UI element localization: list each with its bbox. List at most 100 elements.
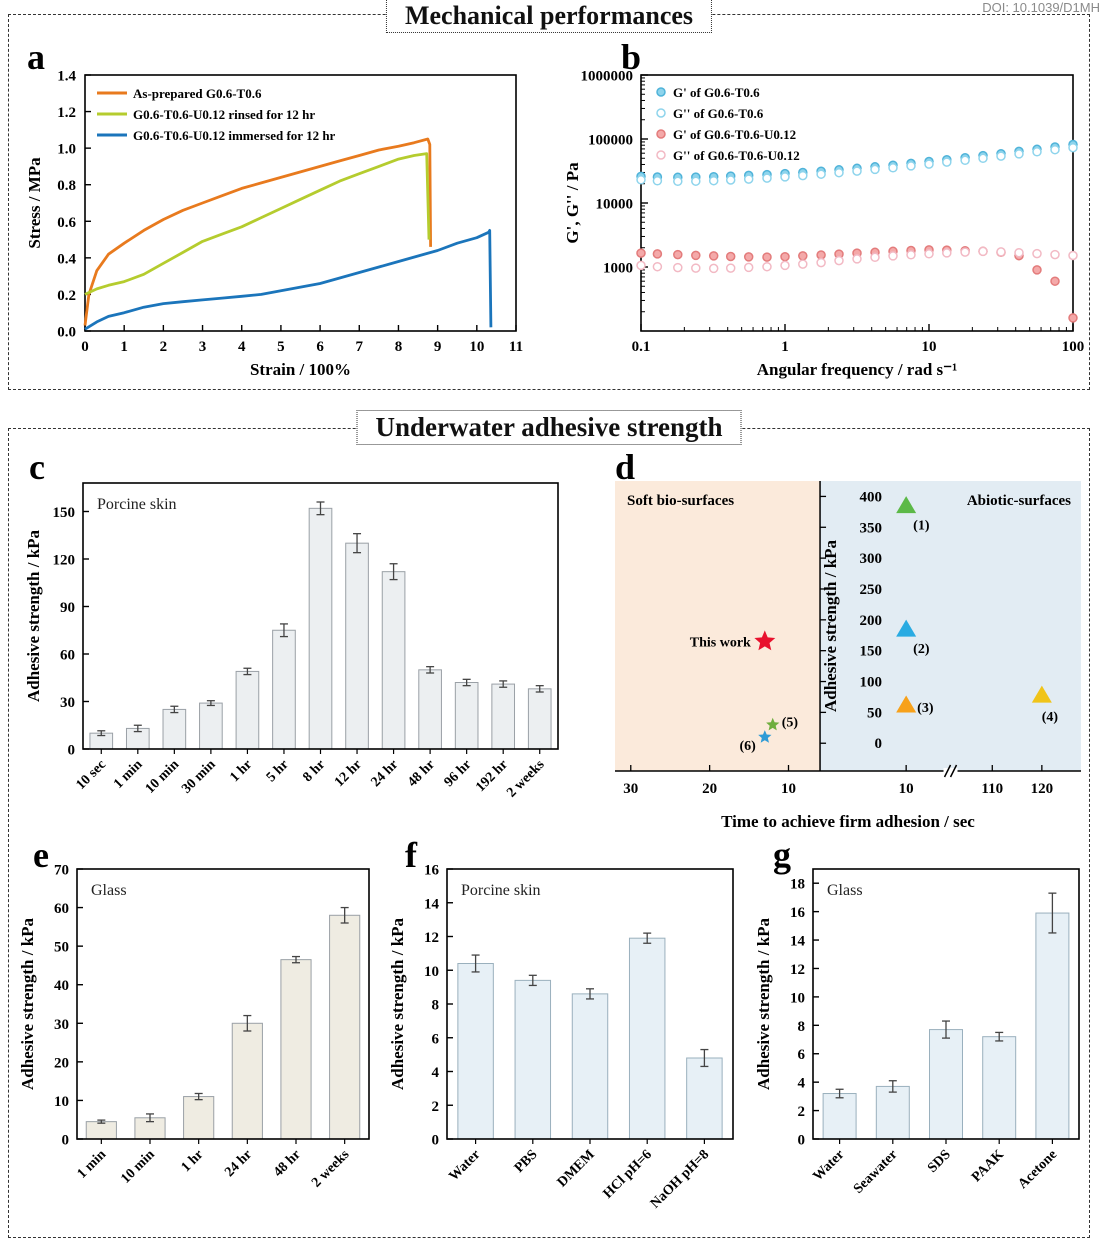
svg-text:1: 1 — [781, 339, 789, 355]
svg-text:0: 0 — [81, 339, 89, 355]
svg-text:Angular frequency / rad s⁻¹: Angular frequency / rad s⁻¹ — [757, 360, 957, 379]
svg-text:0.0: 0.0 — [57, 325, 76, 341]
svg-text:Acetone: Acetone — [1016, 1147, 1061, 1192]
svg-text:1 hr: 1 hr — [179, 1147, 207, 1175]
svg-text:1: 1 — [120, 339, 128, 355]
svg-text:10: 10 — [424, 964, 439, 980]
svg-text:10: 10 — [54, 1094, 69, 1110]
svg-text:100: 100 — [1062, 339, 1085, 355]
svg-text:(5): (5) — [782, 716, 799, 731]
svg-text:3: 3 — [199, 339, 207, 355]
svg-text:11: 11 — [509, 339, 523, 355]
svg-text:DMEM: DMEM — [555, 1147, 598, 1190]
chart-panel-b-rheology: 0.1 1 10 100 1000 10000 100000 1000000 Angular f… — [563, 69, 1085, 380]
panel-letter-e: e — [33, 835, 49, 875]
svg-text:24 hr: 24 hr — [222, 1147, 255, 1180]
svg-text:0.6: 0.6 — [57, 215, 76, 231]
svg-text:48 hr: 48 hr — [271, 1147, 304, 1180]
svg-text:Seawater: Seawater — [851, 1147, 901, 1197]
svg-text:PAAK: PAAK — [969, 1147, 1007, 1185]
svg-text:10: 10 — [790, 990, 805, 1006]
svg-text:10 min: 10 min — [143, 757, 183, 797]
svg-text:1.0: 1.0 — [57, 142, 76, 158]
panel-letter-f: f — [405, 835, 417, 875]
svg-text:(2): (2) — [913, 642, 930, 657]
svg-text:110: 110 — [981, 781, 1003, 797]
svg-text:16: 16 — [424, 863, 440, 879]
svg-text:G' of G0.6-T0.6: G' of G0.6-T0.6 — [673, 85, 760, 100]
svg-text:4: 4 — [798, 1076, 806, 1092]
svg-text:0.8: 0.8 — [57, 178, 76, 194]
svg-text:G0.6-T0.6-U0.12 rinsed for 12: G0.6-T0.6-U0.12 rinsed for 12 hr — [133, 107, 315, 122]
panel-letter-g: g — [773, 835, 791, 875]
svg-text:This work: This work — [690, 635, 751, 650]
section-title-underwater: Underwater adhesive strength — [356, 410, 742, 445]
svg-text:2: 2 — [798, 1104, 806, 1120]
svg-text:250: 250 — [860, 582, 883, 598]
section-mechanical-performances: Mechanical performances a 0 1 2 3 4 5 6 7 8 9 10 11… — [8, 0, 1090, 390]
svg-text:40: 40 — [54, 978, 69, 994]
svg-text:70: 70 — [54, 863, 69, 879]
svg-text:90: 90 — [60, 600, 75, 616]
section-title-mechanical: Mechanical performances — [385, 0, 713, 33]
svg-text:As-prepared G0.6-T0.6: As-prepared G0.6-T0.6 — [133, 86, 262, 101]
panel-letter-b: b — [621, 37, 642, 77]
svg-text:Adhesive strength / kPa: Adhesive strength / kPa — [821, 539, 840, 712]
panel-letter-a: a — [27, 37, 45, 77]
svg-text:Stress / MPa: Stress / MPa — [25, 157, 44, 249]
svg-text:24 hr: 24 hr — [369, 757, 402, 790]
svg-text:8 hr: 8 hr — [300, 757, 328, 785]
svg-text:4: 4 — [432, 1065, 440, 1081]
svg-text:150: 150 — [53, 505, 76, 521]
svg-text:G'' of G0.6-T0.6-U0.12: G'' of G0.6-T0.6-U0.12 — [673, 148, 800, 163]
svg-text:96 hr: 96 hr — [442, 757, 475, 790]
svg-text:G'' of G0.6-T0.6: G'' of G0.6-T0.6 — [673, 106, 764, 121]
svg-text:Water: Water — [446, 1147, 483, 1184]
svg-text:400: 400 — [860, 489, 883, 505]
svg-text:Porcine skin: Porcine skin — [461, 882, 541, 899]
svg-text:14: 14 — [424, 896, 440, 912]
svg-text:200: 200 — [860, 613, 883, 629]
svg-text:10 sec: 10 sec — [73, 757, 109, 793]
svg-text:10: 10 — [781, 781, 796, 797]
svg-text:G0.6-T0.6-U0.12 immersed for 1: G0.6-T0.6-U0.12 immersed for 12 hr — [133, 128, 336, 143]
svg-text:0.1: 0.1 — [632, 339, 651, 355]
svg-text:10: 10 — [899, 781, 914, 797]
svg-text:2: 2 — [160, 339, 168, 355]
svg-text:0: 0 — [875, 736, 883, 752]
svg-text:(3): (3) — [917, 701, 934, 716]
svg-text:0.2: 0.2 — [57, 288, 76, 304]
svg-text:48 hr: 48 hr — [405, 757, 438, 790]
svg-text:150: 150 — [860, 644, 883, 660]
svg-text:14: 14 — [790, 934, 806, 950]
svg-text:(1): (1) — [913, 519, 930, 534]
svg-text:8: 8 — [432, 998, 440, 1014]
svg-text:8: 8 — [395, 339, 403, 355]
svg-text:(4): (4) — [1042, 710, 1059, 725]
svg-text:50: 50 — [54, 940, 69, 956]
svg-text:100: 100 — [860, 675, 883, 691]
svg-text:10 min: 10 min — [118, 1147, 158, 1187]
panel-letter-d: d — [615, 447, 636, 487]
svg-text:1000000: 1000000 — [581, 69, 634, 85]
svg-text:(6): (6) — [740, 739, 757, 754]
svg-text:1 min: 1 min — [111, 757, 146, 792]
svg-text:6: 6 — [798, 1047, 806, 1063]
chart-panel-a-stress-strain: 0 1 2 3 4 5 6 7 8 9 10 11 0.0 0.2 0.4 0.6 0.8 1.0 1.2 1.4 St… — [25, 69, 523, 380]
svg-text:Abiotic-surfaces: Abiotic-surfaces — [967, 493, 1071, 509]
svg-text:HCl pH=6: HCl pH=6 — [601, 1147, 655, 1201]
svg-text:0: 0 — [798, 1133, 806, 1149]
svg-text:Adhesive strength / kPa: Adhesive strength / kPa — [24, 529, 43, 702]
svg-text:5 hr: 5 hr — [264, 757, 292, 785]
svg-text:10000: 10000 — [596, 197, 634, 213]
svg-text:30: 30 — [623, 781, 638, 797]
svg-text:12: 12 — [424, 930, 439, 946]
chart-panel-d-comparison-scatter: 0 50 100 150 200 250 300 350 400 Adhesive strengt… — [615, 481, 1081, 831]
section-underwater-adhesive-strength: Underwater adhesive strength c 10 sec 1 m… — [8, 410, 1090, 1238]
svg-text:2 weeks: 2 weeks — [309, 1147, 353, 1191]
svg-text:PBS: PBS — [512, 1147, 541, 1176]
svg-text:NaOH pH=8: NaOH pH=8 — [648, 1147, 712, 1211]
svg-text:12: 12 — [790, 962, 805, 978]
svg-text:2 weeks: 2 weeks — [504, 757, 548, 801]
